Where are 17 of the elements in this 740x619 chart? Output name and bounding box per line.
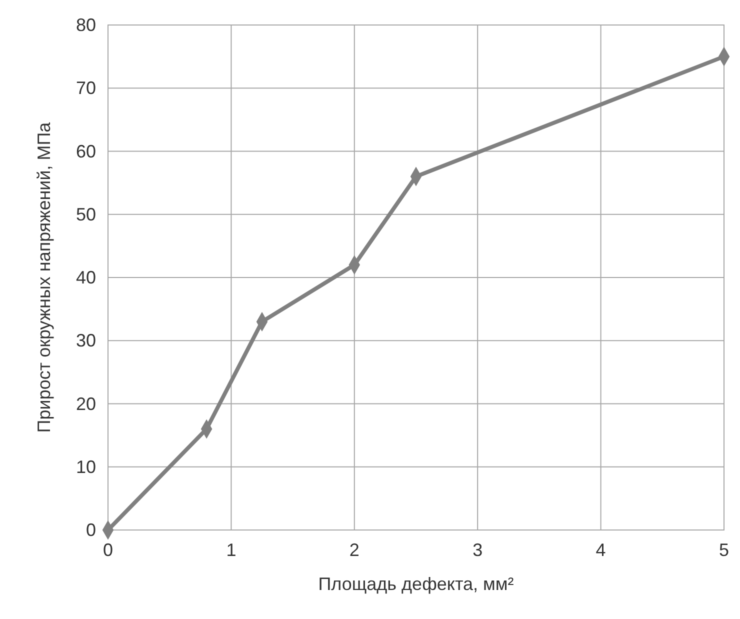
y-tick-label: 80 — [76, 15, 96, 35]
x-tick-label: 1 — [226, 540, 236, 560]
x-tick-label: 4 — [596, 540, 606, 560]
x-axis-title: Площадь дефекта, мм² — [318, 574, 514, 594]
y-tick-label: 40 — [76, 268, 96, 288]
y-tick-label: 50 — [76, 204, 96, 224]
x-tick-label: 3 — [472, 540, 483, 560]
y-tick-label: 30 — [76, 330, 96, 351]
y-tick-label: 0 — [86, 520, 96, 540]
y-axis-title: Прирост окружных напряжений, МПа — [34, 121, 54, 433]
y-tick-label: 10 — [76, 456, 96, 477]
y-tick-label: 70 — [76, 78, 96, 98]
x-tick-label: 0 — [102, 540, 114, 560]
y-tick-label: 20 — [76, 394, 96, 414]
x-tick-label: 5 — [718, 540, 730, 560]
y-tick-label: 60 — [76, 141, 96, 162]
x-tick-label: 2 — [349, 540, 360, 560]
